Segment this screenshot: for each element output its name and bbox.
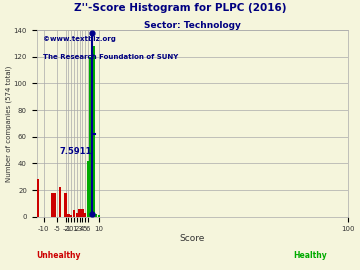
Text: Z''-Score Histogram for PLPC (2016): Z''-Score Histogram for PLPC (2016): [74, 3, 286, 13]
Bar: [73, 210, 75, 217]
Text: ©www.textbiz.org: ©www.textbiz.org: [43, 36, 116, 42]
Bar: [76, 213, 78, 217]
Bar: [78, 209, 81, 217]
Bar: [81, 209, 84, 217]
Text: Healthy: Healthy: [293, 251, 327, 260]
Text: Unhealthy: Unhealthy: [36, 251, 81, 260]
Title: Sector: Technology: Sector: Technology: [144, 21, 240, 30]
Bar: [51, 193, 53, 217]
Bar: [92, 46, 95, 217]
Y-axis label: Number of companies (574 total): Number of companies (574 total): [5, 65, 12, 182]
Bar: [89, 57, 92, 217]
Bar: [98, 215, 100, 217]
Bar: [86, 161, 89, 217]
Bar: [95, 214, 97, 217]
Bar: [84, 213, 86, 217]
X-axis label: Score: Score: [180, 234, 205, 243]
Bar: [37, 179, 39, 217]
Bar: [59, 187, 62, 217]
Text: 7.5911: 7.5911: [59, 147, 92, 156]
Bar: [64, 193, 67, 217]
Bar: [67, 214, 70, 217]
Bar: [70, 215, 72, 217]
Bar: [53, 193, 56, 217]
Text: The Research Foundation of SUNY: The Research Foundation of SUNY: [43, 54, 178, 60]
